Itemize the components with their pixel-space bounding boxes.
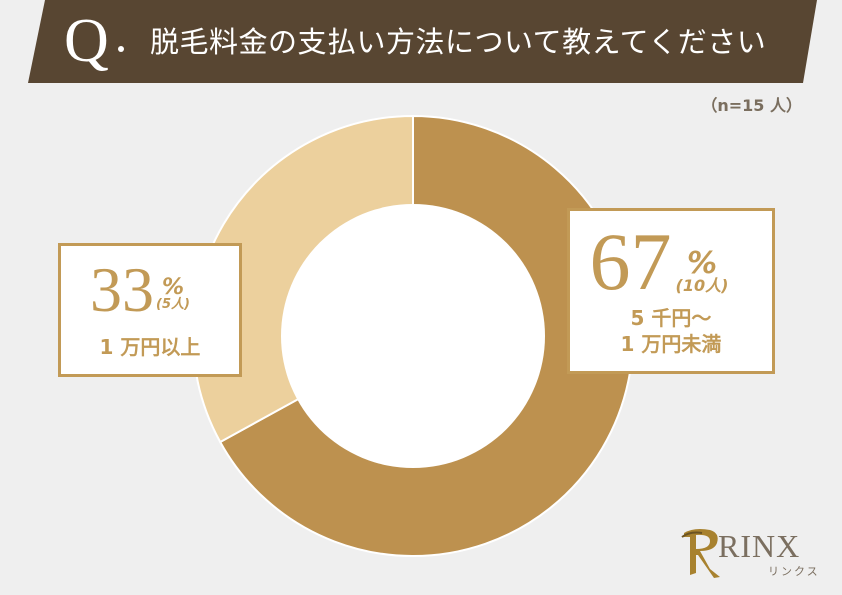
banner-background xyxy=(28,0,817,83)
rinx-logo: RINX リンクス xyxy=(680,523,830,583)
respondent-count: (5人) xyxy=(156,297,190,312)
category-label-line2: 1 万円未満 xyxy=(620,332,722,356)
question-banner: Q 脱毛料金の支払い方法について教えてください xyxy=(0,0,842,84)
percent-sign: % xyxy=(161,275,185,300)
donut-hole xyxy=(281,204,545,468)
percent-row: 67% (10人) xyxy=(570,221,772,303)
logo-kana: リンクス xyxy=(768,566,820,578)
question-title: 脱毛料金の支払い方法について教えてください xyxy=(150,25,767,59)
category-label: 1 万円以上 xyxy=(99,335,201,359)
question-mark-q: Q xyxy=(64,7,109,75)
percent-value: 33 xyxy=(90,254,155,325)
callout-box-1man-ijou: 33% (5人) 1 万円以上 xyxy=(58,243,242,377)
percent-row: 33% (5人) xyxy=(61,258,239,322)
sample-size-label: （n=15 人） xyxy=(701,96,802,115)
category-label-line1: 5 千円〜 xyxy=(630,306,712,330)
logo-r-emblem-icon xyxy=(681,529,720,578)
callout-box-5sen-1man: 67% (10人) 5 千円〜 1 万円未満 xyxy=(567,208,775,374)
percent-side: % (10人) xyxy=(675,246,729,295)
respondent-count: (10人) xyxy=(675,276,729,295)
percent-sign: % xyxy=(686,246,718,281)
question-dot xyxy=(118,46,124,52)
percent-side: % (5人) xyxy=(156,275,190,312)
percent-value: 67 xyxy=(589,216,672,307)
logo-wordmark: RINX xyxy=(718,528,801,564)
